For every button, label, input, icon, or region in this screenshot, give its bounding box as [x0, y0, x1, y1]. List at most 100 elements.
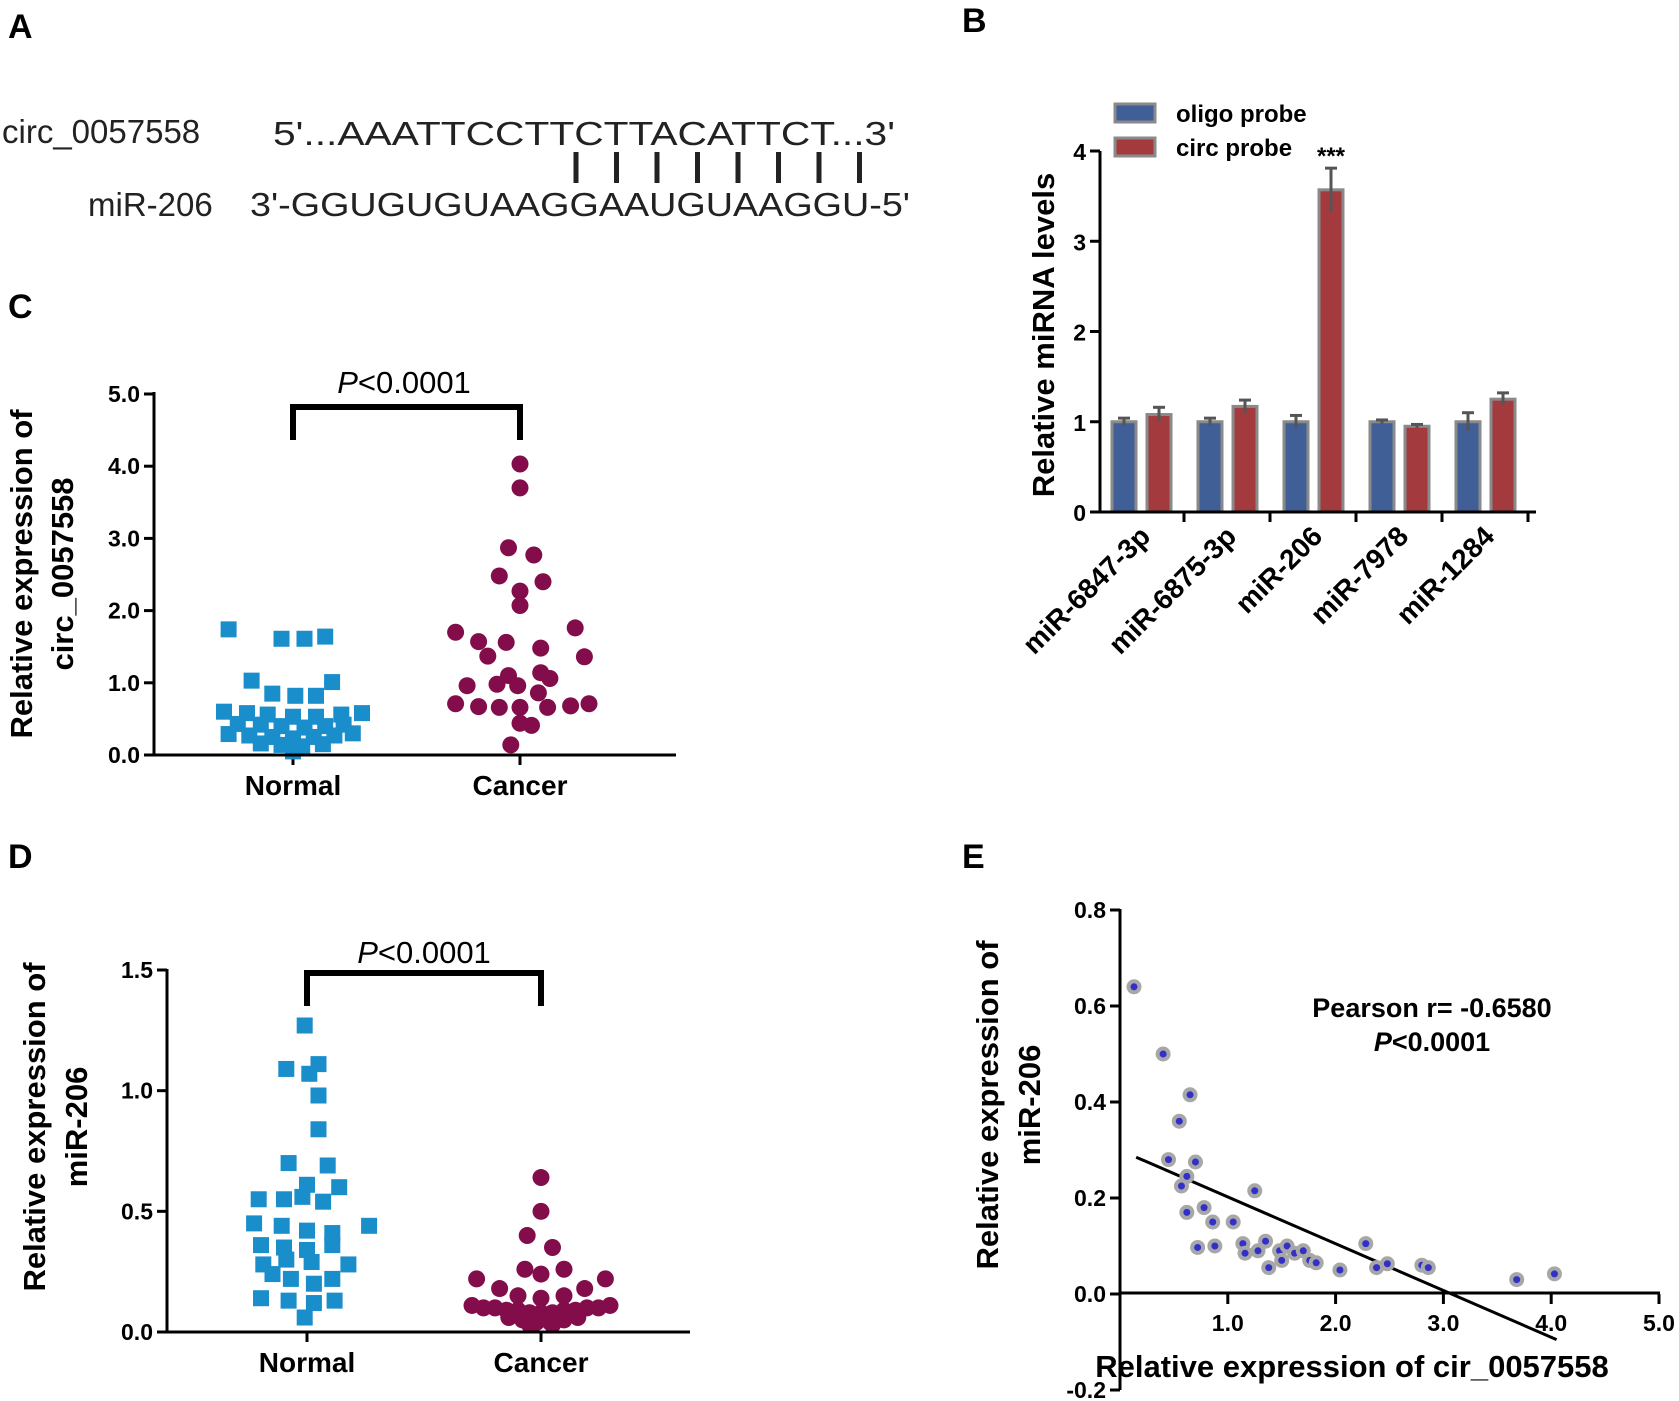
- e-point: [1211, 1242, 1219, 1250]
- d-point-cancer: [596, 1270, 614, 1288]
- d-point-normal: [340, 1256, 357, 1273]
- b-y-tick-label: 1: [1073, 410, 1086, 436]
- c-point-cancer: [502, 736, 520, 754]
- d-point-normal: [246, 1215, 263, 1232]
- e-point: [1177, 1182, 1185, 1190]
- c-point-cancer: [511, 455, 529, 473]
- d-point-normal: [278, 1251, 295, 1268]
- d-y-axis-title-line2: miR-206: [59, 1067, 94, 1188]
- legend-label-oligo: oligo probe: [1176, 101, 1307, 128]
- c-y-tick-label: 0.0: [108, 742, 140, 768]
- e-point: [1175, 1117, 1183, 1125]
- e-point: [1254, 1247, 1262, 1255]
- c-point-normal: [308, 687, 324, 704]
- d-point-normal: [310, 1087, 327, 1104]
- base-pair-lines: [573, 152, 862, 183]
- c-point-cancer: [447, 695, 465, 713]
- d-point-normal: [280, 1155, 297, 1172]
- c-point-cancer: [458, 677, 476, 695]
- e-point: [1373, 1264, 1381, 1272]
- d-y-tick-label: 0.5: [121, 1198, 153, 1224]
- e-point: [1299, 1247, 1307, 1255]
- d-y-tick-label: 0.0: [121, 1319, 153, 1345]
- c-significance-label: P<0.0001: [337, 365, 471, 400]
- b-y-tick-label: 3: [1073, 229, 1086, 255]
- d-point-cancer: [516, 1260, 534, 1278]
- e-y-tick-label: 0.8: [1074, 897, 1106, 923]
- d-point-normal: [296, 1309, 313, 1326]
- b-y-tick-label: 0: [1073, 500, 1086, 526]
- d-point-normal: [305, 1275, 322, 1292]
- c-point-normal: [324, 674, 341, 691]
- d-significance-label: P<0.0001: [357, 935, 491, 970]
- b-bar-oligo: [1282, 420, 1310, 514]
- d-point-cancer: [518, 1226, 536, 1244]
- e-point: [1200, 1204, 1208, 1212]
- d-point-cancer: [500, 1309, 518, 1327]
- e-y-axis-title-line2: miR-206: [1012, 1045, 1047, 1166]
- e-point: [1265, 1264, 1273, 1272]
- e-x-tick-label: 1.0: [1212, 1310, 1244, 1336]
- c-point-cancer: [541, 669, 559, 687]
- c-x-tick-label: Cancer: [473, 770, 568, 801]
- c-point-normal: [296, 630, 313, 647]
- d-point-normal: [326, 1292, 343, 1309]
- d-point-normal: [324, 1237, 341, 1254]
- d-point-cancer: [555, 1260, 573, 1278]
- e-pearson-r: Pearson r= -0.6580: [1312, 993, 1551, 1023]
- d-point-normal: [273, 1217, 290, 1234]
- c-point-normal: [354, 705, 370, 722]
- d-point-normal: [280, 1292, 297, 1309]
- e-y-tick-label: 0.6: [1074, 993, 1106, 1019]
- mir-sequence: 3'-GGUGUGUAAGGAAUGUAAGGU-5': [250, 186, 910, 223]
- e-point: [1283, 1242, 1291, 1250]
- e-point: [1194, 1243, 1202, 1251]
- c-y-tick-label: 2.0: [108, 598, 140, 624]
- d-point-normal: [331, 1179, 348, 1196]
- d-point-cancer: [576, 1280, 594, 1298]
- b-y-tick-label: 2: [1073, 320, 1086, 346]
- d-point-cancer: [601, 1296, 619, 1314]
- e-point: [1186, 1091, 1194, 1099]
- b-y-axis-title: Relative miRNA levels: [1026, 173, 1061, 498]
- c-y-tick-label: 5.0: [108, 381, 140, 407]
- e-p-italic: P: [1374, 1027, 1393, 1057]
- circ-sequence: 5'...AAATTCCTTCTTACATTCT...3': [273, 115, 895, 152]
- b-bar-oligo: [1454, 420, 1482, 514]
- c-point-cancer: [447, 623, 465, 641]
- c-point-cancer: [488, 675, 506, 693]
- panel-c-dot-plot: Relative expression of circ_0057558 P<0.…: [4, 365, 676, 801]
- b-bar-oligo: [1196, 420, 1224, 514]
- c-p-italic: P: [337, 365, 358, 400]
- e-y-tick-label: 0.0: [1074, 1281, 1106, 1307]
- c-y-axis-title-line2: circ_0057558: [45, 477, 80, 670]
- d-point-normal: [361, 1217, 378, 1234]
- c-point-cancer: [500, 539, 517, 557]
- e-y-tick-label: 0.2: [1074, 1185, 1106, 1211]
- d-point-normal: [299, 1176, 315, 1193]
- c-point-cancer: [566, 619, 584, 637]
- e-y-tick-label: 0.4: [1074, 1089, 1106, 1115]
- panel-label-e: E: [962, 838, 985, 876]
- c-point-normal: [220, 621, 237, 638]
- d-x-tick-label: Normal: [259, 1347, 355, 1378]
- d-point-normal: [324, 1225, 341, 1242]
- c-point-cancer: [534, 573, 552, 591]
- c-point-cancer: [580, 695, 598, 713]
- d-point-normal: [250, 1191, 267, 1208]
- panel-d-dot-plot: Relative expression of miR-206 P<0.0001 …: [17, 935, 690, 1378]
- d-point-normal: [294, 1188, 311, 1205]
- c-point-cancer: [532, 639, 550, 657]
- d-p-italic: P: [357, 935, 378, 970]
- panel-label-d: D: [8, 838, 33, 876]
- d-point-normal: [315, 1193, 332, 1210]
- b-bar-oligo: [1368, 420, 1396, 514]
- c-point-normal: [273, 630, 290, 647]
- c-point-cancer: [470, 633, 488, 651]
- c-point-normal: [243, 672, 260, 689]
- panel-b-bar-chart: oligo probe circ probe Relative miRNA le…: [1017, 101, 1536, 660]
- e-point: [1239, 1240, 1247, 1248]
- e-p-value: <0.0001: [1392, 1027, 1490, 1057]
- e-point: [1241, 1249, 1249, 1257]
